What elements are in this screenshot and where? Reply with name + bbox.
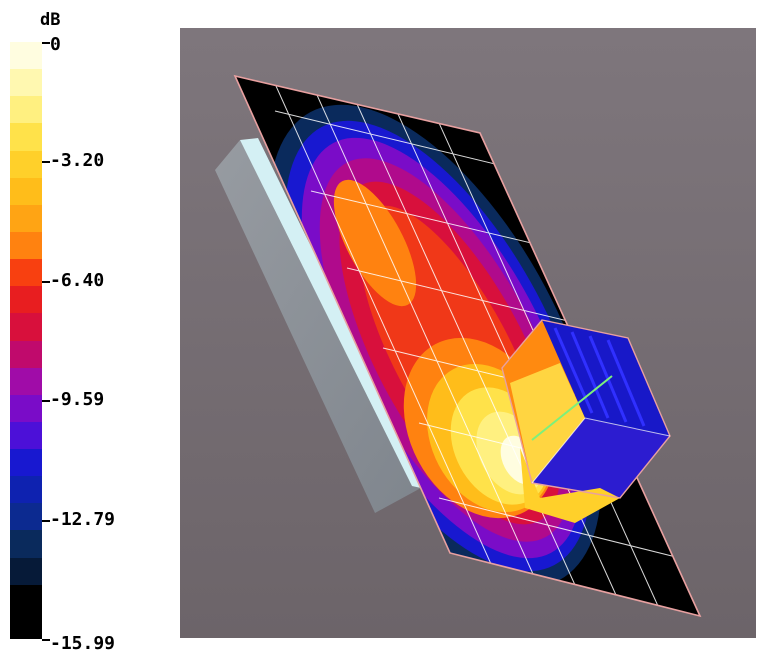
colorbar-swatch [10,150,42,179]
colorbar [10,42,42,640]
colorbar-swatch [10,259,42,287]
colorbar-swatch [10,204,42,233]
colorbar-tick [42,42,50,44]
colorbar-swatch [10,42,42,70]
colorbar-legend: dB 0 -3.20 -6.40 -9.59 -12.79 -15.99 [0,0,170,654]
phantom-slab [215,140,430,513]
colorbar-swatch [10,313,42,341]
colorbar-swatch [10,584,42,613]
colorbar-tick-label: -9.59 [50,389,105,411]
field-plot-svg [180,28,756,638]
colorbar-swatch [10,69,42,97]
colorbar-tick [42,639,50,641]
colorbar-swatch [10,476,42,504]
colorbar-swatch [10,449,42,477]
colorbar-tick-label: 0 [50,34,61,55]
colorbar-swatch [10,231,42,260]
colorbar-tick-label: -15.99 [50,633,116,654]
colorbar-swatch [10,611,42,640]
colorbar-swatch [10,286,42,314]
colorbar-tick [42,161,50,164]
colorbar-swatch [10,421,42,450]
colorbar-swatch [10,367,42,396]
colorbar-tick [42,400,50,403]
colorbar-swatch [10,530,42,559]
colorbar-swatch [10,123,42,152]
colorbar-swatch [10,557,42,586]
colorbar-swatch [10,96,42,124]
colorbar-tick-label: -12.79 [50,508,116,530]
zoom-scan-cube [501,319,671,523]
colorbar-swatch [10,503,42,531]
colorbar-unit-label: dB [40,10,61,30]
colorbar-tick-label: -3.20 [50,150,105,172]
colorbar-tick [42,280,50,283]
colorbar-swatch [10,394,42,423]
colorbar-swatch [10,340,42,369]
colorbar-tick-label: -6.40 [50,269,105,291]
plane-outline [233,74,702,618]
3d-field-plot [180,28,756,638]
colorbar-tick [42,519,50,522]
colorbar-swatch [10,177,42,206]
